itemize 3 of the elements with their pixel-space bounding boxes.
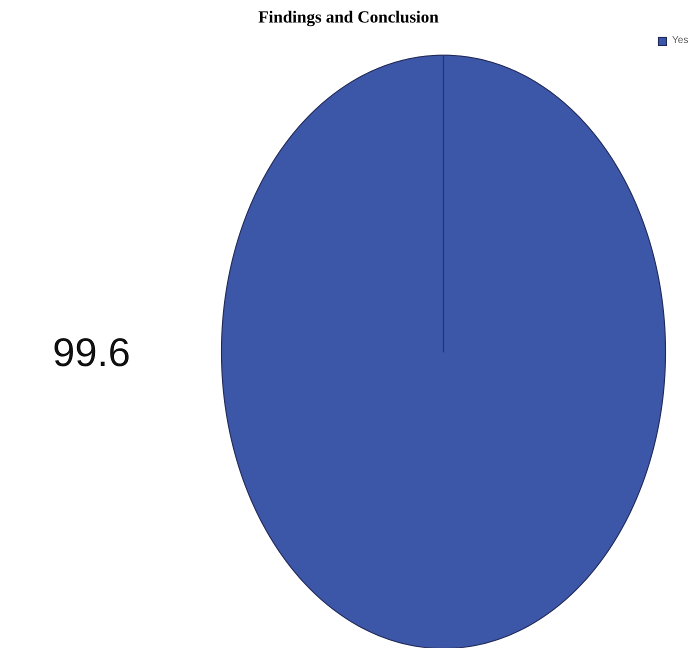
data-label: 99.6 [52,330,130,375]
chart-title: Findings and Conclusion [258,8,440,26]
legend-label: Yes [672,35,690,46]
